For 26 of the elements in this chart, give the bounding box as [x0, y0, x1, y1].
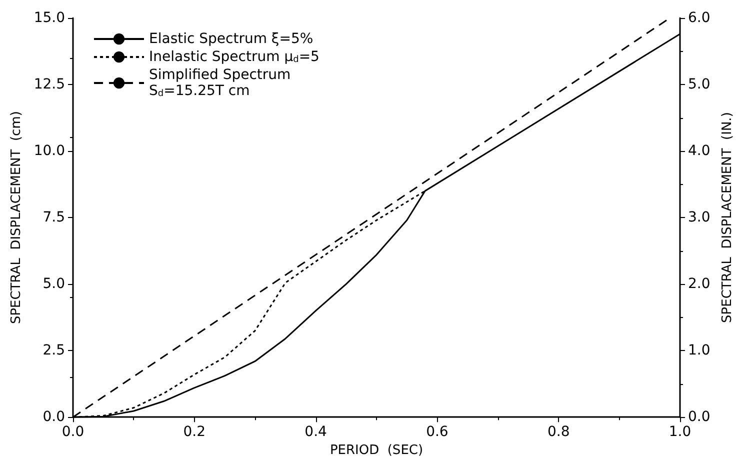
y-axis-title: SPECTRAL DISPLACEMENT (cm) — [8, 111, 24, 324]
x-tick-label: 0.4 — [304, 424, 328, 440]
x-tick-label: 0.2 — [183, 424, 206, 440]
y2-tick-label: 6.0 — [688, 10, 710, 26]
y2-tick-label: 2.0 — [688, 276, 710, 292]
y2-tick-label: 4.0 — [688, 143, 710, 160]
x-tick-label: 0.0 — [62, 424, 84, 440]
y-tick-label: 10.0 — [34, 143, 65, 160]
y2-tick-label: 5.0 — [688, 76, 710, 93]
y-tick-label: 5.0 — [42, 276, 65, 292]
y-tick-label: 15.0 — [34, 10, 65, 26]
y-tick-label: 2.5 — [42, 342, 65, 359]
x-axis-title: PERIOD (SEC) — [330, 443, 424, 458]
x-tick-label: 0.6 — [426, 424, 448, 440]
legend-label: Elastic Spectrum ξ=5% — [149, 31, 314, 47]
y2-axis-title: SPECTRAL DISPLACEMENT (IN.) — [720, 112, 736, 323]
x-tick-label: 0.8 — [547, 424, 570, 440]
y2-tick-label: 0.0 — [688, 409, 710, 426]
legend-label: Inelastic Spectrum μd=5 — [149, 49, 320, 65]
x-tick-label: 1.0 — [668, 424, 692, 440]
y-tick-label: 0.0 — [42, 409, 65, 426]
legend-label: Simplified Spectrum Sd=15.25T cm — [149, 67, 291, 99]
y-tick-label: 7.5 — [42, 210, 65, 226]
y2-tick-label: 1.0 — [688, 342, 710, 359]
y-tick-label: 12.5 — [34, 76, 65, 93]
y2-tick-label: 3.0 — [688, 210, 710, 226]
